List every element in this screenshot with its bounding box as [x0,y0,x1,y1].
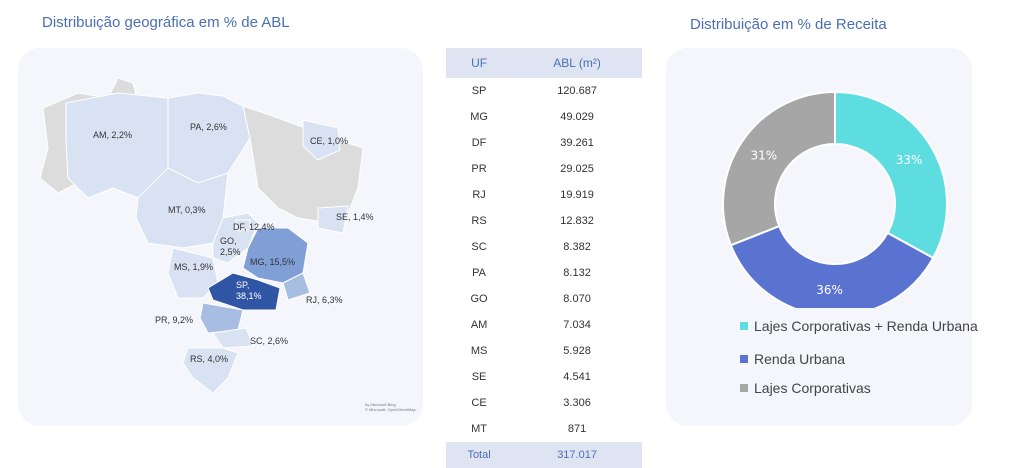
legend-swatch [740,322,748,330]
legend-item: Lajes Corporativas [740,380,871,396]
abl-cell: 871 [567,423,587,435]
uf-cell: CE [471,397,487,409]
table-row: PA 8.132 [446,260,642,286]
header-abl: ABL (m²) [512,48,642,78]
map-region-AM [65,92,169,199]
map-label-rj: RJ, 6,3% [306,295,343,305]
map-label-pr: PR, 9,2% [155,315,193,325]
map-attribution-line: by Microsoft Bing [365,402,396,407]
table-total-row: Total 317.017 [446,442,642,468]
abl-cell: 120.687 [557,85,597,97]
table-row: RJ 19.919 [446,182,642,208]
map-attribution: by Microsoft Bing © Microsoft, OpenStree… [365,402,416,412]
legend-swatch [740,355,748,363]
legend-item: Renda Urbana [740,351,845,367]
legend-label: Renda Urbana [754,351,846,367]
legend-label: Lajes Corporativas [754,380,871,396]
abl-cell: 12.832 [560,215,594,227]
table-row: MG 49.029 [446,104,642,130]
uf-cell: RJ [472,189,486,201]
abl-cell: 8.132 [563,267,591,279]
map-region-SP [207,272,281,311]
legend-item: Lajes Corporativas + Renda Urbana [740,318,978,334]
map-region-RJ [282,272,311,301]
abl-cell: 49.029 [560,111,594,123]
donut-data-label: 31% [751,149,778,163]
donut-slice [834,90,948,260]
brazil-map: AM, 2,2% PA, 2,6% CE, 1,0% MT, 0,3% DF, 12,4… [39,77,374,394]
uf-cell: RS [471,215,487,227]
map-label-sc: SC, 2,6% [250,336,288,346]
uf-cell: MG [470,111,488,123]
abl-cell: 8.070 [563,293,591,305]
donut-data-label: 36% [816,283,843,297]
map-label-go: GO, 2,5% [220,236,241,257]
uf-cell: AM [470,319,488,331]
legend-swatch [740,384,748,392]
uf-cell: SC [471,241,487,253]
donut-data-label: 33% [896,153,923,167]
table-row: SE 4.541 [446,364,642,390]
abl-cell: 3.306 [563,397,591,409]
map-label-df: DF, 12,4% [233,222,275,232]
table-row: DF 39.261 [446,130,642,156]
table-row: RS 12.832 [446,208,642,234]
abl-cell: 19.919 [560,189,594,201]
uf-cell: PA [472,267,486,279]
map-label-mt: MT, 0,3% [168,205,206,215]
table-row: MT 871 [446,416,642,442]
table-row: PR 29.025 [446,156,642,182]
total-value: 317.017 [512,442,642,468]
uf-cell: SE [471,371,487,383]
map-region-SC [212,327,254,349]
abl-cell: 8.382 [563,241,591,253]
map-region-DF [235,219,251,231]
uf-cell: SP [471,85,487,97]
map-region-PA [167,92,251,184]
map-label-mg: MG, 15,5% [250,257,295,267]
abl-cell: 7.034 [563,319,591,331]
map-label-sp: SP, 38,1% [236,280,262,301]
map-region-MS [167,247,219,299]
donut-slice [722,90,836,247]
uf-cell: DF [471,137,487,149]
total-label: Total [446,442,513,468]
map-label-am: AM, 2,2% [93,130,132,140]
table-row: GO 8.070 [446,286,642,312]
table-row: SP 120.687 [446,78,642,104]
table-row: CE 3.306 [446,390,642,416]
abl-cell: 39.261 [560,137,594,149]
map-region-RS [182,347,239,394]
donut-slice [729,224,935,308]
map-label-rs: RS, 4,0% [190,354,228,364]
uf-cell: MS [470,345,488,357]
uf-cell: PR [471,163,487,175]
abl-cell: 5.928 [563,345,591,357]
table-row: AM 7.034 [446,312,642,338]
legend-label: Lajes Corporativas + Renda Urbana [754,318,978,334]
abl-table: UF ABL (m²) SP 120.687 MG 49.029 DF 39.261 PR 2… [446,48,642,468]
table-row: MS 5.928 [446,338,642,364]
map-label-se: SE, 1,4% [336,212,374,222]
map-label-pa: PA, 2,6% [190,122,227,132]
abl-cell: 4.541 [563,371,591,383]
map-region-CE [302,119,341,161]
donut-title: Distribuição em % de Receita [690,16,887,33]
map-title: Distribuição geográfica em % de ABL [42,14,290,31]
abl-cell: 29.025 [560,163,594,175]
uf-cell: MT [471,423,488,435]
map-region-SE [317,205,349,234]
map-label-ce: CE, 1,0% [310,136,348,146]
map-attribution-line: © Microsoft, OpenStreetMap [365,407,416,412]
uf-cell: GO [470,293,488,305]
revenue-donut-chart: 33% 36% 31% [722,90,948,308]
header-uf: UF [446,48,513,78]
table-row: SC 8.382 [446,234,642,260]
map-label-ms: MS, 1,9% [174,262,213,272]
table-header-row: UF ABL (m²) [446,48,642,78]
